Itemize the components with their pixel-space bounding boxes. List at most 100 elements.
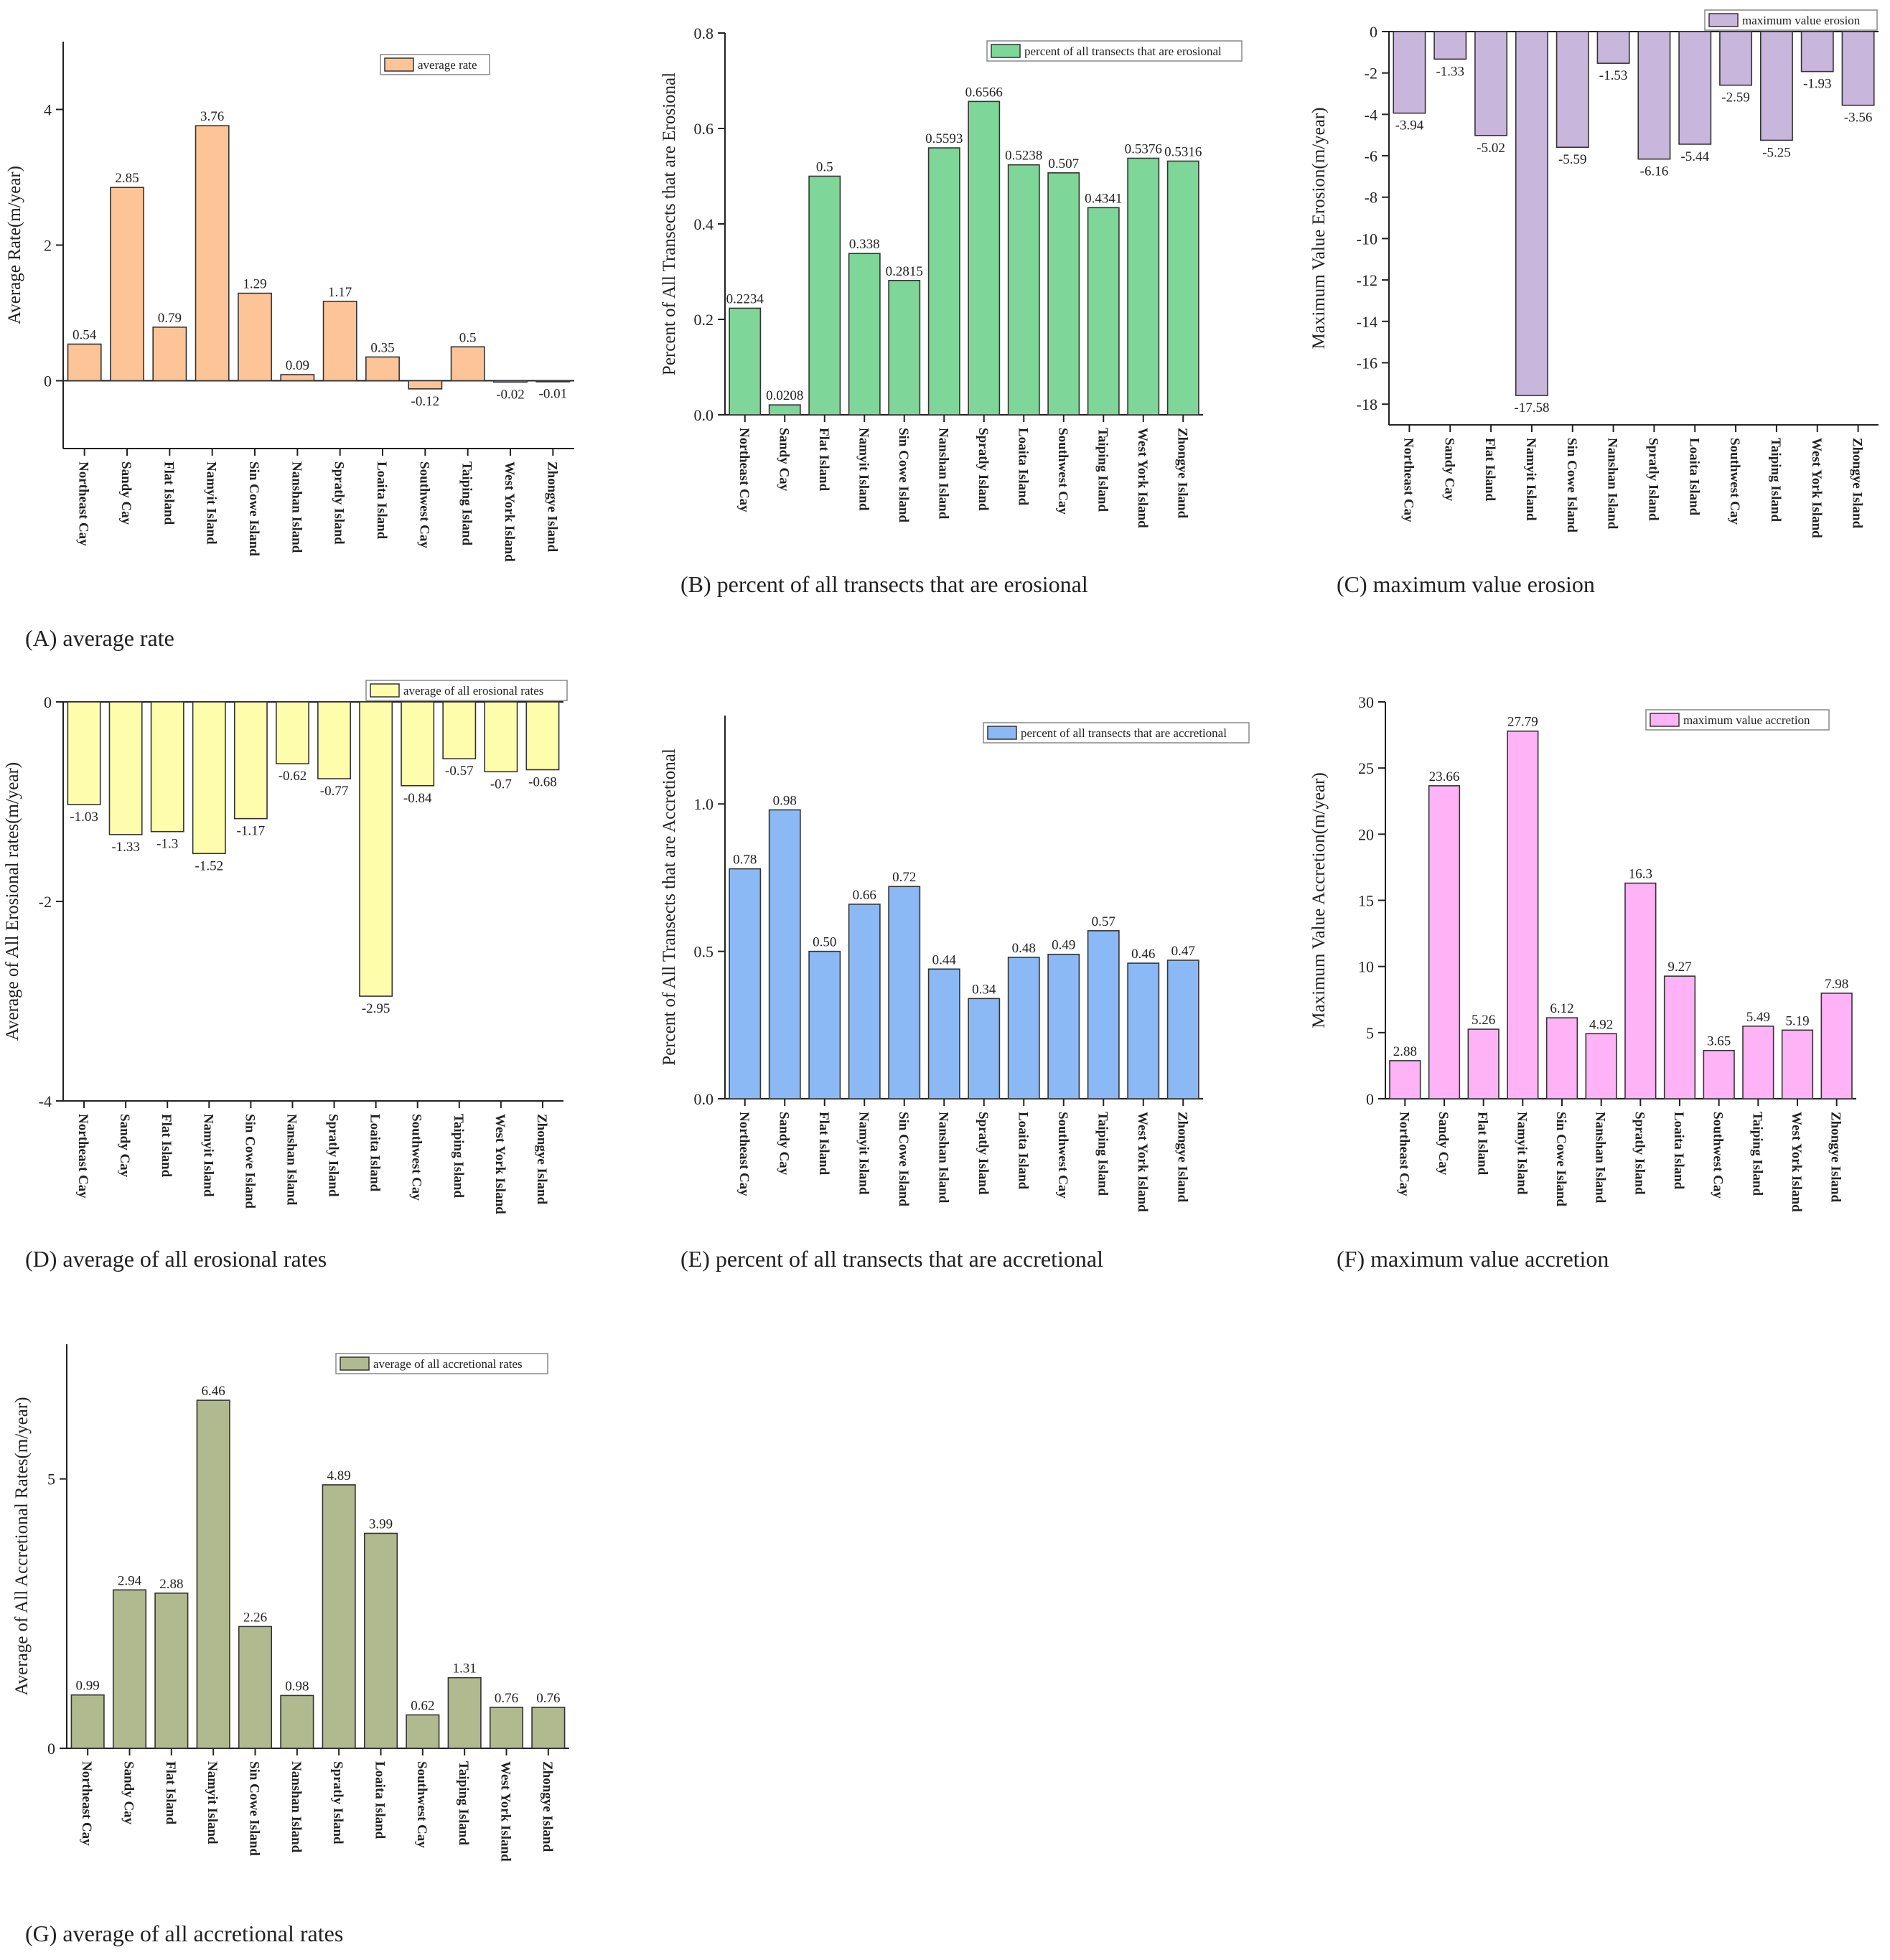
y-tick-label: 0 <box>47 1740 55 1758</box>
x-tick-label: Sin Cowe Island <box>1564 438 1579 533</box>
bar <box>150 701 184 833</box>
x-tick-label: Namyit Island <box>1514 1112 1529 1195</box>
data-label: 0.5593 <box>925 131 963 146</box>
data-label: 3.65 <box>1707 1034 1731 1049</box>
bar <box>1474 31 1508 136</box>
x-tick-label: Sandy Cay <box>117 1114 132 1178</box>
bar <box>1637 31 1671 160</box>
bar <box>1428 785 1461 1099</box>
y-tick-label: 0.8 <box>694 24 714 42</box>
bar <box>322 301 357 382</box>
data-label: 4.89 <box>327 1468 351 1483</box>
data-label: 1.29 <box>243 277 266 292</box>
data-label: -0.12 <box>411 394 440 409</box>
data-label: 0.5316 <box>1164 144 1202 159</box>
bar <box>280 374 315 382</box>
data-label: -1.33 <box>1436 64 1464 79</box>
x-tick-label: Northeast Cay <box>736 1112 752 1196</box>
legend-box <box>983 722 1250 744</box>
legend-swatch <box>370 683 400 698</box>
x-tick-label: West York Island <box>1789 1112 1804 1212</box>
data-label: -3.56 <box>1844 111 1873 126</box>
bar <box>768 404 801 416</box>
y-tick-label: 0.2 <box>694 311 714 329</box>
data-label: 0.2234 <box>726 291 764 306</box>
y-tick-label: 15 <box>1358 892 1374 910</box>
bar <box>848 904 881 1099</box>
x-tick-label: Sin Cowe Island <box>242 1114 257 1209</box>
bar <box>768 809 801 1099</box>
data-label: -0.02 <box>496 387 525 402</box>
data-label: 0.5 <box>459 330 477 345</box>
panel-caption: (C) maximum value erosion <box>1337 571 1595 597</box>
x-tick-label: Nanshan Island <box>284 1114 299 1206</box>
data-label: 3.76 <box>200 109 224 124</box>
x-tick-label: Southwest Cay <box>1711 1112 1726 1199</box>
panel-caption: (F) maximum value accretion <box>1337 1246 1609 1272</box>
data-label: 0.49 <box>1052 938 1075 953</box>
data-label: 0.2815 <box>886 264 923 279</box>
data-label: 0.4341 <box>1085 191 1122 206</box>
x-tick-label: Namyit Island <box>856 428 871 511</box>
bar <box>359 701 393 997</box>
panel-caption: (E) percent of all transects that are ac… <box>680 1246 1103 1272</box>
data-label: -3.94 <box>1395 118 1424 133</box>
x-tick-label: Loaita Island <box>368 1114 383 1192</box>
y-tick-label: 0 <box>1370 23 1377 41</box>
bar <box>493 380 528 383</box>
x-tick-label: Loaita Island <box>1015 428 1030 506</box>
x-tick-label: Southwest Cay <box>416 461 431 548</box>
x-tick-label: Nanshan Island <box>1593 1112 1608 1204</box>
x-tick-label: Northeast Cay <box>76 461 91 546</box>
bar <box>1087 930 1120 1099</box>
bar <box>1007 164 1040 416</box>
x-tick-label: West York Island <box>1135 1112 1150 1212</box>
legend-box <box>335 1353 548 1374</box>
x-tick-label: Nanshan Island <box>935 428 950 520</box>
chart-panel-e: 0.0 0.5 1.0 Percent of All Transects that a… <box>660 716 1250 1272</box>
data-label: 6.46 <box>202 1384 225 1399</box>
legend-swatch <box>340 1356 370 1371</box>
bar <box>1555 31 1589 149</box>
bar <box>1703 1049 1735 1099</box>
data-label: -1.3 <box>156 837 178 852</box>
bar <box>927 147 960 416</box>
legend-swatch <box>384 57 414 72</box>
x-tick-label: West York Island <box>502 461 517 562</box>
x-tick-label: Taiping Island <box>456 1761 471 1846</box>
x-tick-label: Loaita Island <box>373 1761 388 1839</box>
bar <box>888 280 921 416</box>
legend-label: average of all erosional rates <box>403 684 543 698</box>
bar <box>1087 207 1120 416</box>
panel-caption: (G) average of all accretional rates <box>25 1921 343 1946</box>
bar <box>406 1714 440 1749</box>
chart-panel-c: 0 -2 -4 -6 -8 -10 -12 -14 -16 -18 Maximum Value Er… <box>1309 9 1879 597</box>
x-tick-label: Taiping Island <box>459 461 474 546</box>
data-label: 2.26 <box>243 1610 267 1625</box>
x-tick-label: Southwest Cay <box>1727 438 1742 525</box>
x-tick-label: Flat Island <box>1482 438 1497 502</box>
chart-panel-b: 0.0 0.2 0.4 0.6 0.8 Percent of All Transects … <box>660 24 1243 597</box>
data-label: -0.7 <box>490 777 512 792</box>
bar <box>927 968 960 1099</box>
bar <box>317 701 351 779</box>
data-label: -2.59 <box>1721 90 1750 105</box>
data-label: 5.19 <box>1785 1013 1809 1028</box>
x-tick-label: Zhongye Island <box>1174 1112 1189 1203</box>
y-tick-label: 1.0 <box>694 795 714 813</box>
y-tick-label: -16 <box>1357 354 1377 372</box>
data-label: 27.79 <box>1507 715 1538 730</box>
x-tick-label: West York Island <box>492 1114 507 1214</box>
x-tick-label: Zhongye Island <box>540 1761 555 1852</box>
data-label: 0.98 <box>285 1679 309 1694</box>
y-axis-title: Average Rate(m/year) <box>5 166 24 324</box>
y-tick-label: 0.4 <box>694 215 714 233</box>
bar <box>192 701 226 855</box>
data-label: 1.17 <box>328 285 352 300</box>
data-label: -6.16 <box>1640 164 1669 179</box>
data-label: 1.31 <box>453 1661 477 1677</box>
y-tick-label: 0.6 <box>694 120 714 138</box>
x-tick-label: West York Island <box>498 1761 513 1862</box>
data-label: 0.76 <box>495 1691 518 1706</box>
x-tick-label: Nanshan Island <box>935 1112 950 1204</box>
